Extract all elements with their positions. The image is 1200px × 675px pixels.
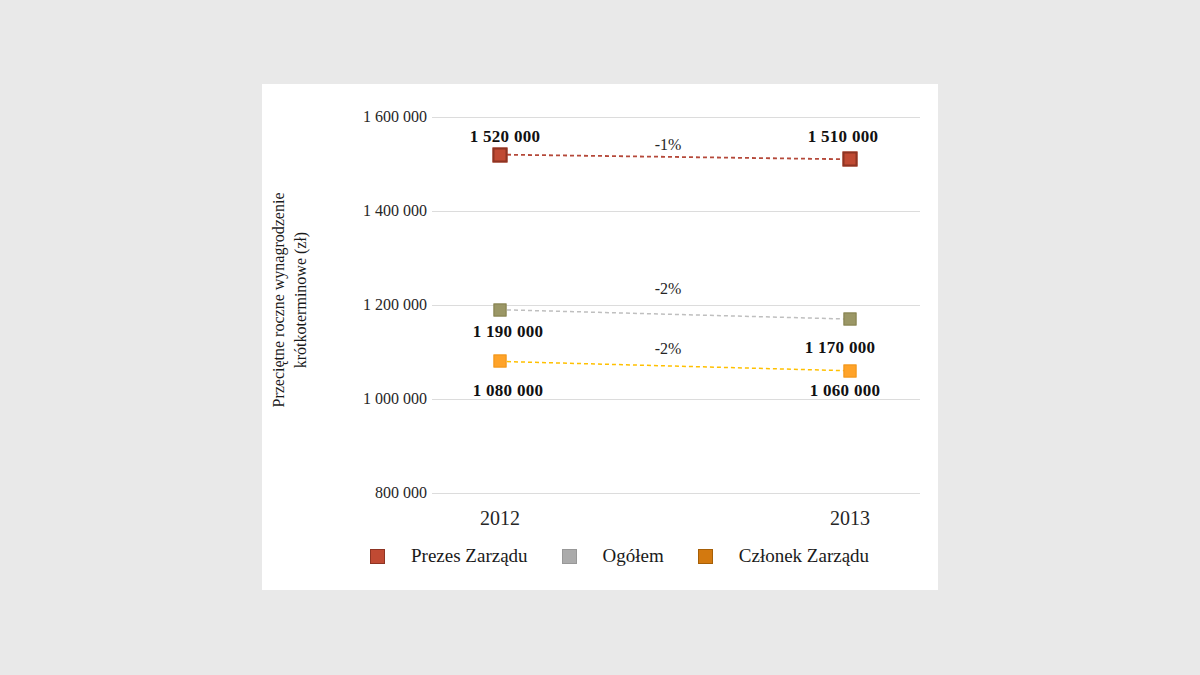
data-label: 1 510 000 [808, 127, 879, 147]
change-label: -1% [655, 136, 682, 154]
legend-label: Członek Zarządu [739, 545, 869, 567]
y-tick-label: 1 000 000 [300, 390, 427, 408]
y-tick-label: 800 000 [300, 484, 427, 502]
data-label: 1 060 000 [810, 381, 881, 401]
y-tick-label: 1 400 000 [300, 202, 427, 220]
gridline [432, 493, 920, 494]
x-tick-label: 2013 [830, 507, 870, 530]
y-tick-label: 1 200 000 [300, 296, 427, 314]
data-point-marker [843, 152, 858, 167]
data-point-marker [494, 303, 507, 316]
gridline [432, 117, 920, 118]
legend-item: Ogółem [562, 545, 664, 567]
gridline [432, 211, 920, 212]
chart-card: Przeciętne roczne wynagrodzenie krótkote… [262, 84, 938, 590]
data-point-marker [844, 313, 857, 326]
legend-label: Ogółem [603, 545, 664, 567]
legend: Prezes Zarządu Ogółem Członek Zarządu [370, 545, 869, 567]
data-point-marker [493, 147, 508, 162]
legend-item: Prezes Zarządu [370, 545, 528, 567]
x-tick-label: 2012 [480, 507, 520, 530]
change-label: -2% [655, 280, 682, 298]
legend-item: Członek Zarządu [698, 545, 869, 567]
legend-swatch-square-icon [562, 549, 577, 564]
legend-swatch-square-icon [698, 549, 713, 564]
data-label: 1 080 000 [473, 381, 544, 401]
data-label: 1 170 000 [805, 338, 876, 358]
legend-swatch-square-icon [370, 549, 385, 564]
data-point-marker [844, 364, 857, 377]
change-label: -2% [655, 340, 682, 358]
y-tick-label: 1 600 000 [300, 108, 427, 126]
data-point-marker [494, 355, 507, 368]
data-label: 1 190 000 [473, 322, 544, 342]
data-label: 1 520 000 [470, 127, 541, 147]
legend-label: Prezes Zarządu [411, 545, 528, 567]
page: { "page": { "background_color": "#e9e9e9… [0, 0, 1200, 675]
